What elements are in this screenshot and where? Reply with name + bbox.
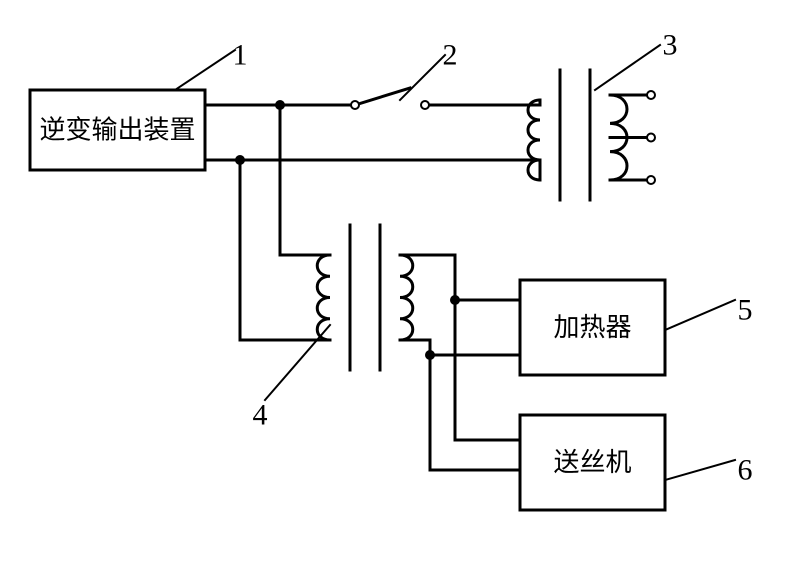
label-1: 1 [233,39,248,72]
label-2: 2 [443,39,458,72]
label-6: 6 [738,454,753,487]
switch-arm [355,88,410,105]
leader-5 [665,300,735,330]
wire-to-feeder-top [455,300,520,440]
leader-3 [595,45,660,90]
wire-tap-bot-down [240,160,330,340]
feeder-label: 送丝机 [553,448,631,477]
leader-4 [265,325,330,400]
inverter-label: 逆变输出装置 [39,116,195,145]
label-4: 4 [253,399,268,432]
leader-2 [400,55,445,100]
label-3: 3 [663,29,678,62]
wire-tap-top-down [280,105,330,255]
leader-1 [175,50,235,90]
heater-label: 加热器 [553,313,631,342]
circuit-diagram: 逆变输出装置加热器送丝机 1 2 3 4 5 6 [0,0,800,580]
label-5: 5 [738,294,753,327]
leader-6 [665,460,735,480]
wire-to-heater-top [455,255,520,300]
